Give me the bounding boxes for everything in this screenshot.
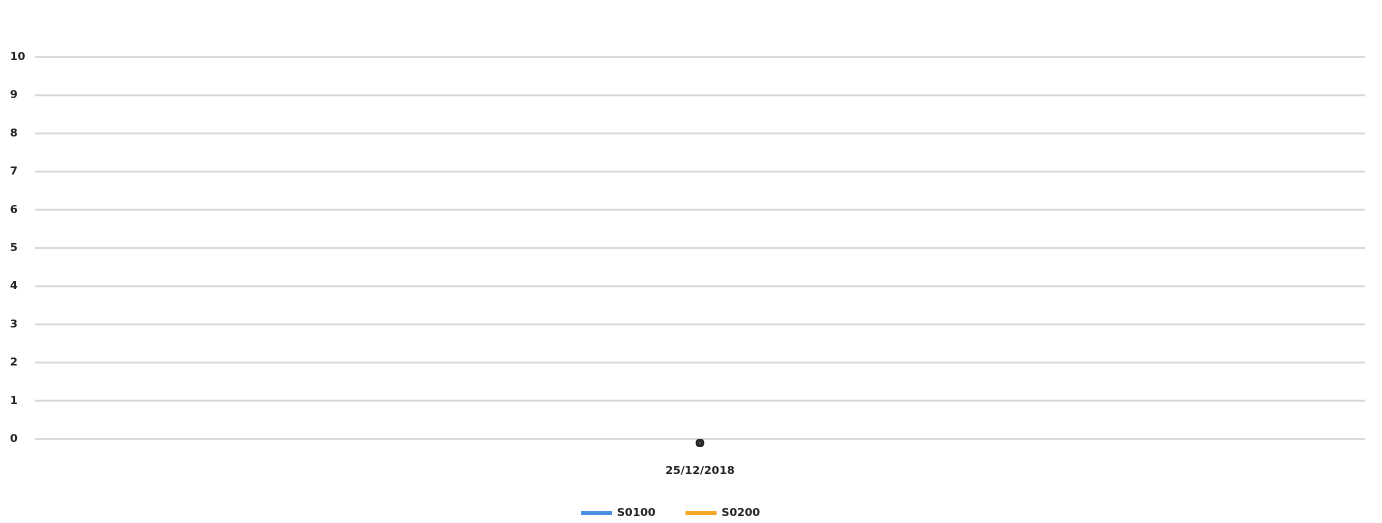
x-tick-label: 25/12/2018 (665, 464, 734, 477)
y-tick-label: 6 (10, 203, 18, 216)
legend-label: S0200 (722, 506, 761, 519)
data-label: 0 (697, 437, 705, 450)
y-tick-label: 10 (10, 50, 26, 63)
y-tick-label: 2 (10, 356, 18, 369)
y-tick-label: 4 (10, 279, 18, 292)
y-tick-label: 9 (10, 88, 18, 101)
y-tick-label: 0 (10, 432, 18, 445)
y-tick-label: 3 (10, 317, 18, 330)
y-tick-label: 7 (10, 165, 18, 178)
y-tick-label: 1 (10, 394, 18, 407)
y-tick-label: 8 (10, 126, 18, 139)
y-tick-label: 5 (10, 241, 18, 254)
data-label: 0 (695, 437, 703, 450)
legend-label: S0100 (617, 506, 656, 519)
